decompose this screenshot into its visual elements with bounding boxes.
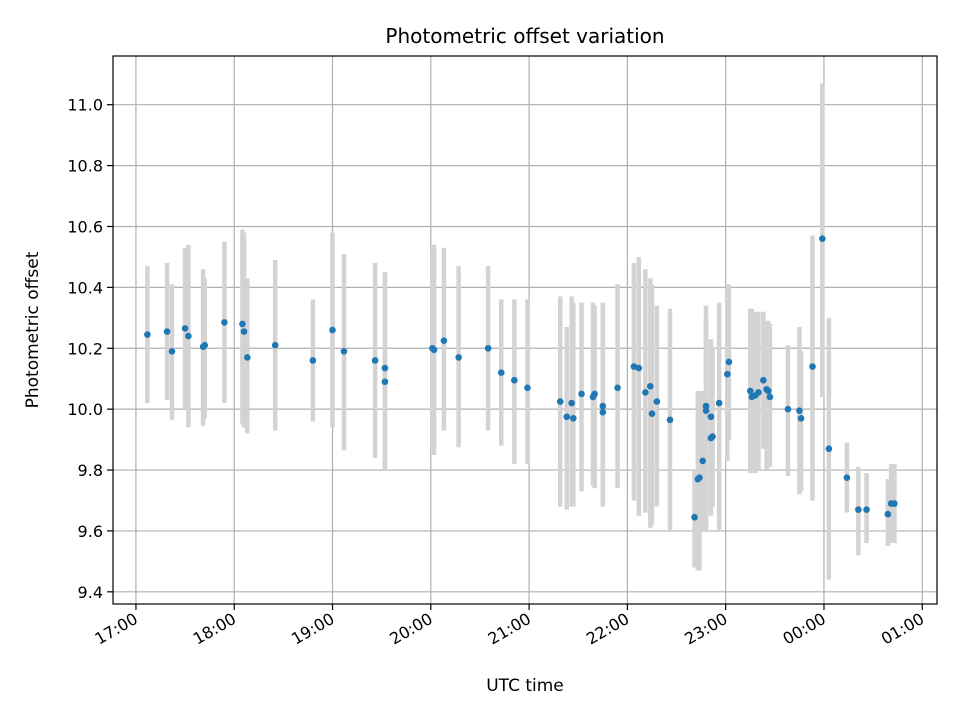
data-point xyxy=(221,319,228,326)
data-point xyxy=(699,457,707,465)
data-point xyxy=(796,407,803,414)
y-axis: 9.4 9.6 9.8 10.0 10.2 10.4 10.6 10.8 11.0 xyxy=(67,96,113,602)
data-point xyxy=(666,416,674,424)
data-point xyxy=(825,445,833,453)
chart-title: Photometric offset variation xyxy=(385,24,664,48)
y-tick-label: 10.6 xyxy=(67,217,103,236)
data-point xyxy=(244,354,251,361)
data-point xyxy=(855,506,862,513)
data-point xyxy=(696,474,703,481)
data-point xyxy=(511,376,518,384)
data-point xyxy=(497,369,505,376)
data-point xyxy=(329,326,336,334)
data-point xyxy=(691,513,698,521)
data-point xyxy=(570,414,577,422)
data-point xyxy=(340,348,348,355)
data-point xyxy=(371,357,379,364)
data-point xyxy=(709,433,716,440)
data-point xyxy=(271,341,279,349)
y-tick-label: 10.2 xyxy=(67,339,103,358)
data-point xyxy=(843,474,851,481)
data-point xyxy=(766,393,774,401)
data-point xyxy=(168,348,176,355)
data-point xyxy=(568,399,575,407)
data-point xyxy=(309,357,317,364)
data-point xyxy=(563,413,571,421)
data-point xyxy=(724,370,731,378)
data-point xyxy=(430,346,438,354)
y-tick-label: 10.4 xyxy=(67,278,103,297)
data-point xyxy=(653,398,661,405)
data-point xyxy=(809,363,816,370)
data-point xyxy=(707,413,715,421)
data-point xyxy=(381,364,389,372)
data-point xyxy=(891,500,898,507)
data-points xyxy=(144,235,898,521)
y-tick-label: 10.0 xyxy=(67,400,103,419)
data-point xyxy=(715,399,723,407)
data-point xyxy=(144,331,151,338)
data-point xyxy=(648,410,656,418)
data-point xyxy=(181,325,189,332)
data-point xyxy=(556,398,564,405)
data-point xyxy=(764,387,772,395)
data-point xyxy=(863,506,870,513)
data-point xyxy=(746,387,754,395)
plot-frame xyxy=(112,55,938,605)
data-point xyxy=(702,402,710,410)
data-point xyxy=(797,414,805,422)
data-point xyxy=(240,328,248,335)
data-point xyxy=(440,337,448,344)
data-point xyxy=(884,510,892,518)
data-point xyxy=(578,390,585,398)
data-point xyxy=(484,344,492,352)
y-tick-label: 9.4 xyxy=(78,583,103,602)
data-point xyxy=(163,328,171,335)
data-point xyxy=(614,384,621,392)
x-axis-label: UTC time xyxy=(486,676,564,696)
data-point xyxy=(524,384,531,392)
data-point xyxy=(647,383,654,390)
data-point xyxy=(819,235,826,242)
data-point xyxy=(381,378,389,386)
y-tick-label: 11.0 xyxy=(67,96,103,115)
data-point xyxy=(455,354,462,361)
y-tick-label: 9.6 xyxy=(78,522,103,541)
data-point xyxy=(201,341,209,349)
data-point xyxy=(599,402,607,410)
data-point xyxy=(755,389,762,396)
data-point xyxy=(702,407,710,414)
data-point xyxy=(185,332,192,340)
data-point xyxy=(760,376,767,384)
data-point xyxy=(635,364,643,372)
data-point xyxy=(591,390,598,398)
data-point xyxy=(725,358,733,366)
y-tick-label: 9.8 xyxy=(78,461,103,480)
y-tick-label: 10.8 xyxy=(67,157,103,176)
data-point xyxy=(784,405,792,413)
data-point xyxy=(599,408,607,416)
data-point xyxy=(642,389,649,396)
data-point xyxy=(239,320,246,328)
y-axis-label: Photometric offset xyxy=(23,251,43,408)
